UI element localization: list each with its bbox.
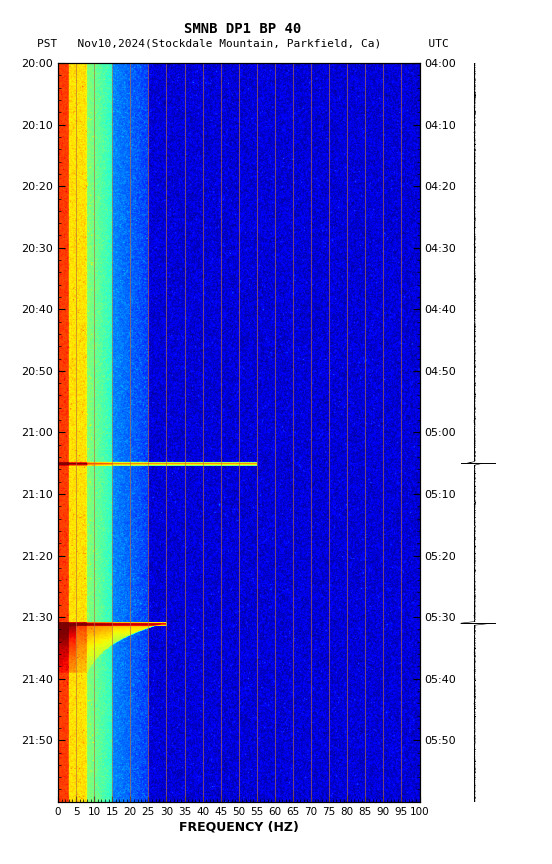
Text: PST   Nov10,2024(Stockdale Mountain, Parkfield, Ca)       UTC: PST Nov10,2024(Stockdale Mountain, Parkf… (37, 38, 449, 48)
Text: SMNB DP1 BP 40: SMNB DP1 BP 40 (184, 22, 301, 36)
X-axis label: FREQUENCY (HZ): FREQUENCY (HZ) (179, 821, 299, 834)
